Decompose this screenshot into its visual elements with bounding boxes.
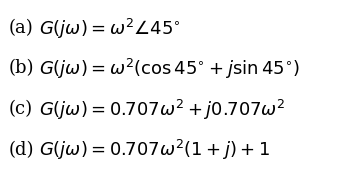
Text: $G(j\omega)=\omega^2(\cos 45^{\circ}+j\sin 45^{\circ})$: $G(j\omega)=\omega^2(\cos 45^{\circ}+j\s…	[39, 56, 300, 81]
Text: (c): (c)	[9, 100, 33, 119]
Text: (a): (a)	[9, 19, 33, 38]
Text: $G(j\omega)=0.707\omega^2+j0.707\omega^2$: $G(j\omega)=0.707\omega^2+j0.707\omega^2…	[39, 97, 286, 122]
Text: (d): (d)	[9, 141, 34, 159]
Text: $G(j\omega)=0.707\omega^2(1+j)+1$: $G(j\omega)=0.707\omega^2(1+j)+1$	[39, 138, 271, 163]
Text: $G(j\omega)=\omega^2\angle 45^{\circ}$: $G(j\omega)=\omega^2\angle 45^{\circ}$	[39, 16, 181, 41]
Text: (b): (b)	[9, 59, 34, 78]
